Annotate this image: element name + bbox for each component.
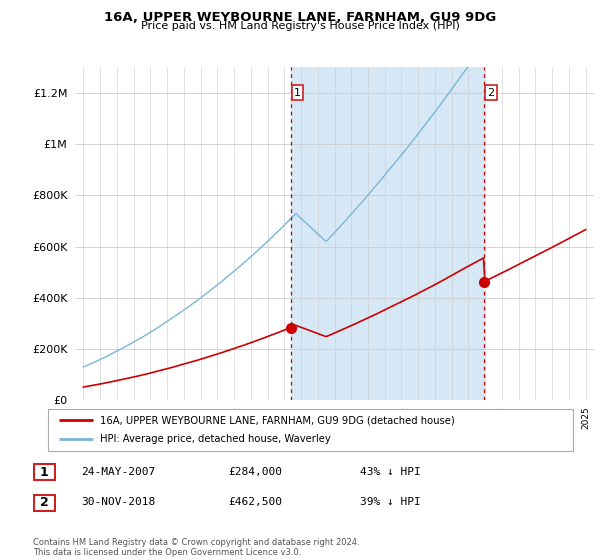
Text: 16A, UPPER WEYBOURNE LANE, FARNHAM, GU9 9DG (detached house): 16A, UPPER WEYBOURNE LANE, FARNHAM, GU9 … [101,415,455,425]
Text: £284,000: £284,000 [228,466,282,477]
Text: 24-MAY-2007: 24-MAY-2007 [81,466,155,477]
Text: 1: 1 [294,88,301,97]
Text: £462,500: £462,500 [228,497,282,507]
Text: 43% ↓ HPI: 43% ↓ HPI [360,466,421,477]
Text: 30-NOV-2018: 30-NOV-2018 [81,497,155,507]
Text: 2: 2 [40,496,49,510]
FancyBboxPatch shape [34,495,55,511]
Text: 16A, UPPER WEYBOURNE LANE, FARNHAM, GU9 9DG: 16A, UPPER WEYBOURNE LANE, FARNHAM, GU9 … [104,11,496,24]
Text: 2: 2 [487,88,494,97]
Text: HPI: Average price, detached house, Waverley: HPI: Average price, detached house, Wave… [101,435,331,445]
Bar [291,67,484,400]
FancyBboxPatch shape [48,409,573,451]
Text: 39% ↓ HPI: 39% ↓ HPI [360,497,421,507]
Text: Contains HM Land Registry data © Crown copyright and database right 2024.
This d: Contains HM Land Registry data © Crown c… [33,538,359,557]
Text: Price paid vs. HM Land Registry's House Price Index (HPI): Price paid vs. HM Land Registry's House … [140,21,460,31]
FancyBboxPatch shape [34,464,55,480]
Text: 1: 1 [40,465,49,479]
